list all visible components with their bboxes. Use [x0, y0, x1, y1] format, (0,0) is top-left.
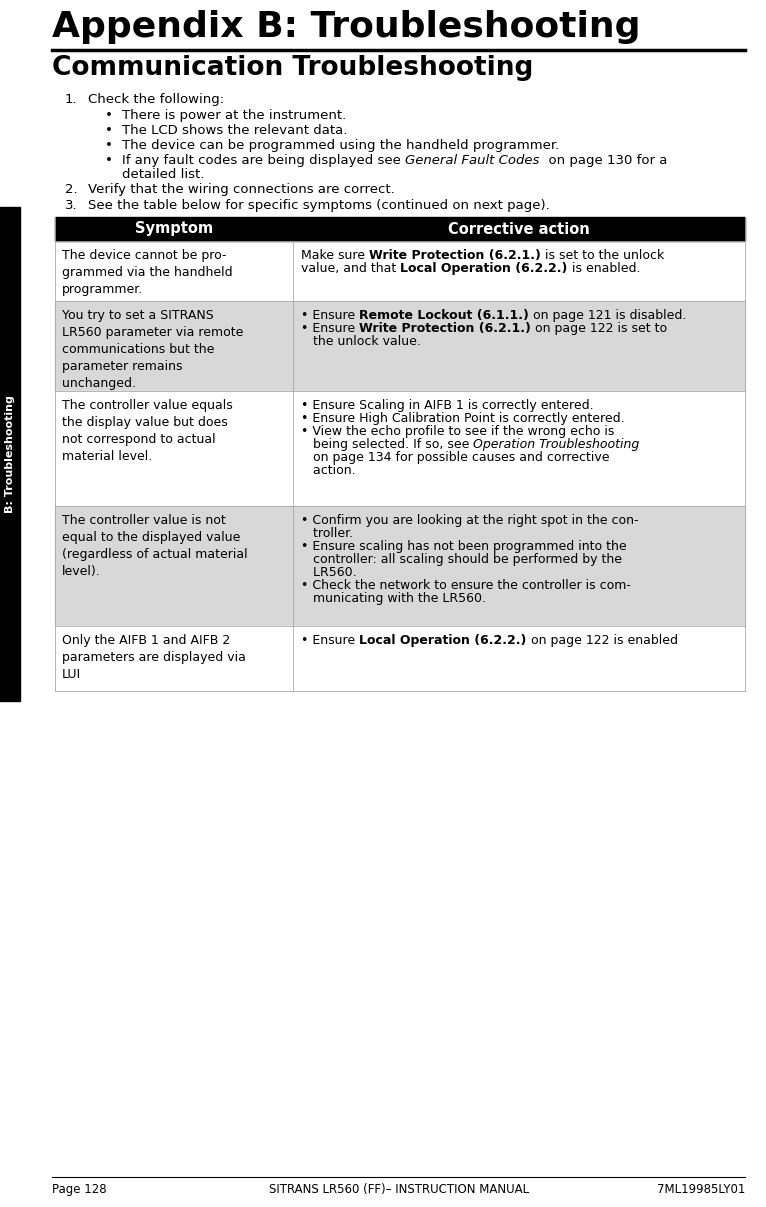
Text: • Ensure: • Ensure — [301, 322, 359, 336]
Text: is set to the unlock: is set to the unlock — [541, 249, 664, 262]
Text: action.: action. — [301, 463, 355, 477]
Text: on page 122 is enabled: on page 122 is enabled — [526, 634, 678, 647]
Text: on page 122 is set to: on page 122 is set to — [531, 322, 667, 336]
Text: • Ensure Scaling in AIFB 1 is correctly entered.: • Ensure Scaling in AIFB 1 is correctly … — [301, 400, 594, 412]
Text: Only the AIFB 1 and AIFB 2
parameters are displayed via
LUI: Only the AIFB 1 and AIFB 2 parameters ar… — [62, 634, 246, 681]
Text: 2.: 2. — [65, 183, 77, 196]
Text: • Ensure: • Ensure — [301, 634, 359, 647]
Text: SITRANS LR560 (FF)– INSTRUCTION MANUAL: SITRANS LR560 (FF)– INSTRUCTION MANUAL — [269, 1183, 529, 1196]
Text: • Ensure scaling has not been programmed into the: • Ensure scaling has not been programmed… — [301, 540, 627, 553]
Text: • Ensure High Calibration Point is correctly entered.: • Ensure High Calibration Point is corre… — [301, 412, 625, 425]
Text: Communication Troubleshooting: Communication Troubleshooting — [52, 56, 533, 81]
Text: Remote Lockout (6.1.1.): Remote Lockout (6.1.1.) — [359, 309, 529, 322]
Text: •: • — [105, 109, 113, 122]
Text: Local Operation (6.2.2.): Local Operation (6.2.2.) — [401, 262, 568, 275]
Text: • View the echo profile to see if the wrong echo is: • View the echo profile to see if the wr… — [301, 425, 614, 438]
Text: Write Protection (6.2.1.): Write Protection (6.2.1.) — [359, 322, 531, 336]
Text: The controller value is not
equal to the displayed value
(regardless of actual m: The controller value is not equal to the… — [62, 514, 247, 578]
Text: • Ensure: • Ensure — [301, 309, 359, 322]
Text: Check the following:: Check the following: — [88, 93, 224, 106]
Text: The controller value equals
the display value but does
not correspond to actual
: The controller value equals the display … — [62, 400, 233, 463]
Bar — [55, 506, 745, 626]
Text: You try to set a SITRANS
LR560 parameter via remote
communications but the
param: You try to set a SITRANS LR560 parameter… — [62, 309, 244, 390]
Text: the unlock value.: the unlock value. — [301, 336, 421, 348]
Text: Corrective action: Corrective action — [448, 222, 590, 237]
Text: municating with the LR560.: municating with the LR560. — [301, 591, 486, 605]
Text: value, and that: value, and that — [301, 262, 401, 275]
Text: being selected. If so, see: being selected. If so, see — [301, 438, 473, 451]
Text: The LCD shows the relevant data.: The LCD shows the relevant data. — [122, 124, 347, 138]
Text: •: • — [105, 139, 113, 152]
Text: on page 121 is disabled.: on page 121 is disabled. — [529, 309, 686, 322]
Bar — [55, 391, 745, 506]
Text: General Fault Codes: General Fault Codes — [405, 154, 539, 167]
Text: B: Troubleshooting: B: Troubleshooting — [5, 395, 15, 513]
Text: • Check the network to ensure the controller is com-: • Check the network to ensure the contro… — [301, 579, 631, 591]
Text: Verify that the wiring connections are correct.: Verify that the wiring connections are c… — [88, 183, 394, 196]
Text: 1.: 1. — [65, 93, 77, 106]
Text: There is power at the instrument.: There is power at the instrument. — [122, 109, 346, 122]
Text: See the table below for specific symptoms (continued on next page).: See the table below for specific symptom… — [88, 199, 550, 212]
Bar — [55, 626, 745, 690]
Text: Operation Troubleshooting: Operation Troubleshooting — [473, 438, 640, 451]
Text: 7ML19985LY01: 7ML19985LY01 — [656, 1183, 745, 1196]
Text: Local Operation (6.2.2.): Local Operation (6.2.2.) — [359, 634, 526, 647]
Text: on page 134 for possible causes and corrective: on page 134 for possible causes and corr… — [301, 451, 610, 463]
Text: detailed list.: detailed list. — [122, 168, 205, 181]
Text: •: • — [105, 124, 113, 138]
Text: troller.: troller. — [301, 527, 353, 540]
Bar — [55, 301, 745, 391]
Bar — [0, 206, 20, 701]
Text: Symptom: Symptom — [135, 222, 213, 237]
Text: Appendix B: Troubleshooting: Appendix B: Troubleshooting — [52, 10, 640, 43]
Text: is enabled.: is enabled. — [568, 262, 640, 275]
Text: controller: all scaling should be performed by the: controller: all scaling should be perfor… — [301, 553, 622, 566]
Bar — [55, 217, 745, 241]
Text: If any fault codes are being displayed see: If any fault codes are being displayed s… — [122, 154, 405, 167]
Text: on page 130 for a: on page 130 for a — [539, 154, 667, 167]
Text: •: • — [105, 154, 113, 167]
Text: • Confirm you are looking at the right spot in the con-: • Confirm you are looking at the right s… — [301, 514, 639, 527]
Text: 3.: 3. — [65, 199, 77, 212]
Text: Write Protection (6.2.1.): Write Protection (6.2.1.) — [369, 249, 541, 262]
Text: The device can be programmed using the handheld programmer.: The device can be programmed using the h… — [122, 139, 559, 152]
Text: LR560.: LR560. — [301, 566, 357, 579]
Bar — [55, 241, 745, 301]
Text: The device cannot be pro-
grammed via the handheld
programmer.: The device cannot be pro- grammed via th… — [62, 249, 233, 296]
Text: Make sure: Make sure — [301, 249, 369, 262]
Text: Page 128: Page 128 — [52, 1183, 106, 1196]
